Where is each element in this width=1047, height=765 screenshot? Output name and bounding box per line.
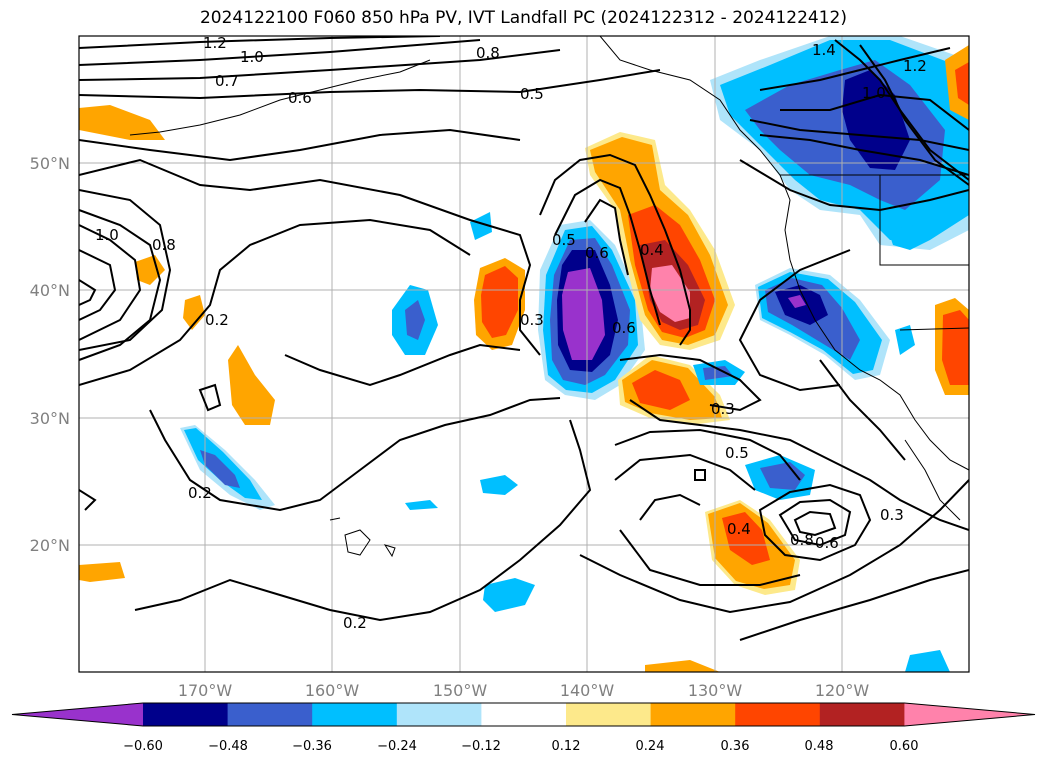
contour-label: 1.0 (95, 226, 119, 244)
gridlines (79, 36, 969, 672)
contour-label: 0.2 (205, 311, 229, 329)
lon-label: 130°W (688, 681, 743, 700)
contour-label: 0.5 (725, 444, 749, 462)
contour-label: 0.6 (585, 244, 609, 262)
lon-label: 120°W (815, 681, 870, 700)
colorbar-swatch (396, 703, 482, 726)
contour-label: 0.3 (880, 506, 904, 524)
colorbar-swatch (566, 703, 652, 726)
shade-e-purple (788, 295, 806, 308)
shade-se-blue-core (760, 462, 805, 490)
contour-label: 1.2 (203, 34, 227, 52)
shade-sb2 (483, 578, 535, 612)
contour-label: 1.0 (240, 48, 264, 66)
lat-labels: 50°N 40°N 30°N 20°N (30, 154, 70, 555)
contour-label: 0.2 (188, 484, 212, 502)
contour-label: 1.0 (862, 84, 886, 102)
colorbar-swatch (819, 703, 905, 726)
colorbar-extend-high (904, 703, 1035, 726)
shade-sb6 (888, 225, 930, 250)
shade-fe-blue (895, 325, 915, 355)
contour-label: 0.7 (215, 72, 239, 90)
contour-label: 0.3 (711, 400, 735, 418)
contour-label: 0.4 (727, 520, 751, 538)
shade-sb4 (470, 212, 492, 240)
contour-label: 0.6 (815, 534, 839, 552)
colorbar-swatch (312, 703, 398, 726)
contour-labels: 1.2 1.0 0.7 0.6 0.8 0.5 1.4 1.2 1.0 1.0 … (95, 34, 927, 632)
contour-label: 0.5 (552, 231, 576, 249)
shade-se-red (722, 512, 770, 565)
shade-wo5 (79, 562, 125, 582)
shade-wo3 (135, 255, 165, 285)
lon-label: 160°W (305, 681, 360, 700)
colorbar-tick-label: 0.60 (890, 739, 919, 754)
contour-label: 0.8 (476, 44, 500, 62)
shade-sb1 (480, 475, 518, 495)
colorbar-tick-label: −0.24 (377, 739, 417, 754)
colorbar-tick-label: 0.48 (805, 739, 834, 754)
shade-sb5 (905, 650, 950, 672)
colorbar-extend-low (12, 703, 143, 726)
colorbar-tick-label: 0.24 (636, 739, 665, 754)
contour-label: 0.5 (520, 85, 544, 103)
lat-label: 20°N (30, 536, 70, 555)
map-frame (78, 35, 970, 673)
shade-b1-core (405, 300, 425, 340)
contour-label: 0.8 (152, 236, 176, 254)
lon-label: 150°W (433, 681, 488, 700)
contour-label: 0.8 (790, 531, 814, 549)
shade-wo1 (228, 345, 275, 425)
shade-c-purple (562, 268, 605, 360)
colorbar-swatch (481, 703, 567, 726)
colorbar-tick-label: 0.12 (552, 739, 581, 754)
lon-label: 170°W (178, 681, 233, 700)
colorbar-swatch (143, 703, 229, 726)
shade-p-pink (650, 265, 690, 322)
lat-label: 40°N (30, 281, 70, 300)
contour-label: 1.2 (903, 57, 927, 75)
colorbar-outline (11, 702, 1036, 727)
contour-label: 0.3 (520, 311, 544, 329)
shade-sb3 (405, 500, 438, 510)
shade-wo4 (79, 105, 165, 140)
colorbar-tick-label: −0.36 (292, 739, 332, 754)
contour-label: 0.6 (612, 319, 636, 337)
contour-label: 1.4 (812, 41, 836, 59)
shade-wo6 (645, 660, 720, 672)
colorbar-labels: −0.60 −0.48 −0.36 −0.24 −0.12 0.12 0.24 … (123, 739, 918, 754)
lat-label: 30°N (30, 409, 70, 428)
shade-o2-red (632, 370, 690, 410)
shade-b2-core (703, 366, 733, 380)
lon-labels: 170°W 160°W 150°W 140°W 130°W 120°W (178, 681, 870, 700)
colorbar-swatch (650, 703, 736, 726)
colorbar-swatch (227, 703, 313, 726)
shade-w-red (481, 266, 518, 338)
shading-layer (79, 36, 969, 672)
colorbar-tick-label: −0.48 (208, 739, 248, 754)
map-title: 2024122100 F060 850 hPa PV, IVT Landfall… (199, 8, 847, 28)
shade-ne-red (955, 62, 969, 105)
coastlines (129, 36, 969, 558)
colorbar-tick-label: −0.60 (123, 739, 163, 754)
lat-label: 50°N (30, 154, 70, 173)
contour-label: 0.2 (343, 614, 367, 632)
contour-label: 0.4 (640, 241, 664, 259)
lon-label: 140°W (560, 681, 615, 700)
colorbar (11, 702, 1036, 727)
shade-wo2 (183, 295, 205, 330)
contour-label: 0.6 (288, 89, 312, 107)
shade-wb1-blue (200, 450, 240, 488)
colorbar-tick-label: −0.12 (461, 739, 501, 754)
colorbar-swatch (735, 703, 821, 726)
pv-contours (79, 36, 969, 641)
colorbar-tick-label: 0.36 (721, 739, 750, 754)
